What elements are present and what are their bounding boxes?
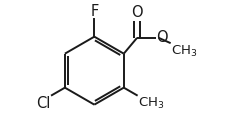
Text: CH$_3$: CH$_3$ <box>171 44 197 59</box>
Text: CH$_3$: CH$_3$ <box>138 96 164 111</box>
Text: O: O <box>131 5 142 20</box>
Text: O: O <box>156 30 167 45</box>
Text: Cl: Cl <box>36 96 50 111</box>
Text: F: F <box>90 4 98 19</box>
